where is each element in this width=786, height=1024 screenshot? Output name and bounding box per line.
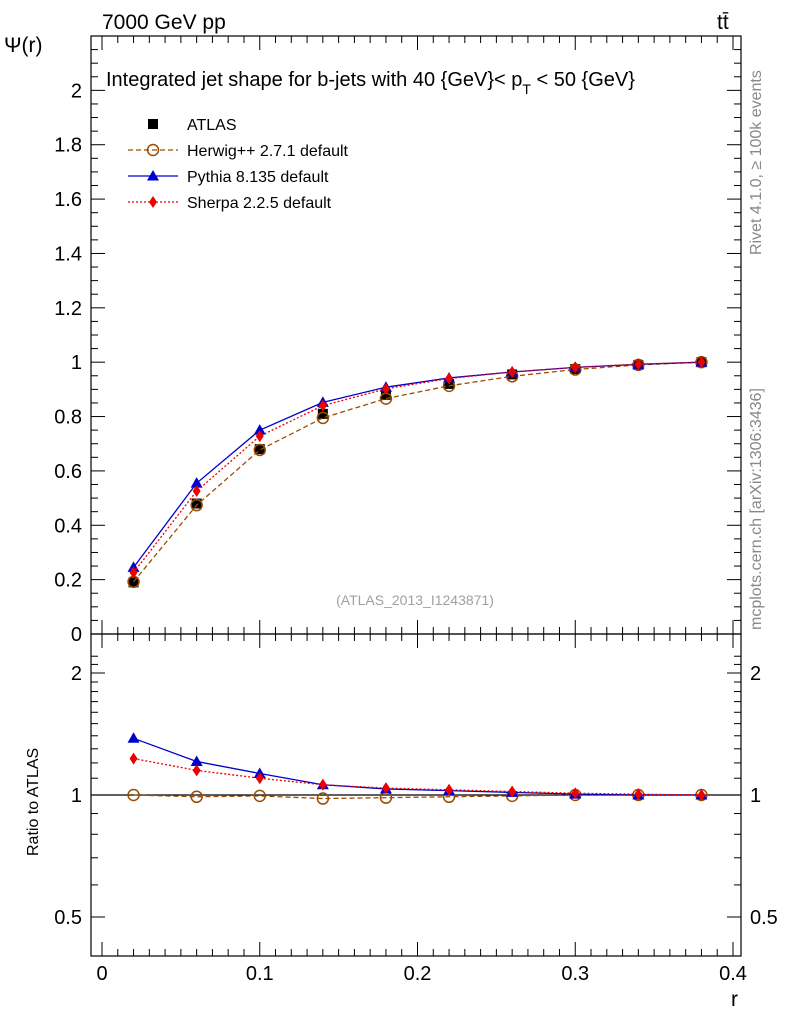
series-line-main bbox=[133, 361, 702, 573]
legend-label: Pythia 8.135 default bbox=[187, 169, 329, 186]
data-point bbox=[253, 424, 266, 435]
y-tick-label: 0.6 bbox=[54, 461, 82, 483]
x-tick-label: 0.1 bbox=[246, 963, 274, 985]
ratio-point bbox=[381, 782, 390, 795]
series-layer bbox=[127, 355, 708, 805]
data-point bbox=[316, 411, 330, 425]
legend-label: Sherpa 2.2.5 default bbox=[187, 195, 332, 212]
ratio-point bbox=[318, 778, 327, 791]
legend-label: Herwig++ 2.7.1 default bbox=[187, 143, 349, 160]
ratio-y-tick-label-right: 2 bbox=[750, 663, 761, 685]
ratio-point bbox=[192, 764, 201, 777]
legend-marker bbox=[148, 119, 158, 129]
x-tick-label: 0.3 bbox=[561, 963, 589, 985]
x-tick-label: 0 bbox=[96, 963, 107, 985]
ratio-point bbox=[571, 787, 580, 800]
y-tick-label: 1.6 bbox=[54, 189, 82, 211]
data-point bbox=[318, 399, 327, 412]
series-pythia bbox=[127, 356, 708, 800]
legend: ATLAS Herwig++ 2.7.1 default Pythia 8.135 … bbox=[128, 117, 349, 212]
series-herwig bbox=[127, 355, 708, 805]
data-point bbox=[190, 498, 203, 512]
chart-title-main: Integrated jet shape for b-jets with 40 … bbox=[106, 69, 522, 91]
series-line-main bbox=[133, 361, 702, 583]
y-tick-label: 1 bbox=[71, 352, 82, 374]
y-tick-label: 1.8 bbox=[54, 135, 82, 157]
x-tick-label: 0.4 bbox=[719, 963, 747, 985]
ratio-point bbox=[445, 783, 454, 796]
y-tick-label: 0.4 bbox=[54, 515, 82, 537]
y-tick-label: 0.8 bbox=[54, 407, 82, 429]
mcplots-label: mcplots.cern.ch [arXiv:1306:3436] bbox=[748, 388, 765, 630]
data-point bbox=[697, 356, 706, 369]
y-axis-title: Ψ(r) bbox=[4, 34, 43, 57]
data-point bbox=[634, 358, 643, 371]
legend-label: ATLAS bbox=[187, 117, 237, 134]
data-point bbox=[254, 444, 265, 455]
ratio-point bbox=[190, 790, 203, 804]
ratio-y-tick-label: 0.5 bbox=[54, 907, 82, 929]
ratio-y-tick-label-right: 1 bbox=[750, 785, 761, 807]
rivet-label: Rivet 4.1.0, ≥ 100k events bbox=[748, 70, 765, 255]
data-point bbox=[191, 498, 202, 509]
x-tick-label: 0.2 bbox=[404, 963, 432, 985]
data-point bbox=[129, 566, 138, 579]
y-tick-label: 2 bbox=[71, 80, 82, 102]
ratio-point bbox=[190, 755, 203, 766]
process-label: tt̄ bbox=[717, 11, 729, 34]
data-point bbox=[317, 408, 328, 419]
ratio-point bbox=[697, 789, 706, 801]
chart-title-subscript: T bbox=[522, 81, 531, 97]
data-point bbox=[445, 372, 454, 385]
ratio-point bbox=[316, 792, 330, 805]
series-line-ratio bbox=[133, 757, 702, 796]
series-sherpa bbox=[129, 356, 706, 801]
chart-title: Integrated jet shape for b-jets with 40 … bbox=[106, 69, 635, 97]
energy-label: 7000 GeV pp bbox=[102, 11, 226, 34]
chart-title-tail: < 50 {GeV} bbox=[531, 69, 635, 91]
ratio-point bbox=[255, 772, 264, 785]
data-point bbox=[255, 430, 264, 443]
ratio-point bbox=[253, 789, 266, 803]
data-point bbox=[508, 365, 517, 378]
ratio-point bbox=[129, 752, 138, 765]
y-tick-label: 0 bbox=[71, 624, 82, 646]
ratio-y-tick-label: 1 bbox=[71, 785, 82, 807]
y-tick-label: 0.2 bbox=[54, 570, 82, 592]
ratio-y-tick-label-right: 0.5 bbox=[750, 907, 778, 929]
data-point bbox=[128, 577, 139, 588]
ticks-layer: 0 0.1 0.2 0.3 0.4 0 0.2 0.4 0.6 0.8 1 1.2 1.4 1.6 1.8 2… bbox=[54, 35, 778, 985]
ratio-point bbox=[634, 788, 643, 801]
ratio-y-axis-title: Ratio to ATLAS bbox=[25, 748, 42, 856]
legend-marker bbox=[146, 143, 160, 157]
data-point bbox=[381, 382, 390, 395]
series-line-main bbox=[133, 361, 702, 568]
series-line-ratio bbox=[133, 737, 702, 796]
data-point bbox=[571, 361, 580, 374]
ratio-point bbox=[127, 732, 140, 743]
reference-label: (ATLAS_2013_I1243871) bbox=[336, 592, 494, 608]
data-point bbox=[192, 485, 201, 498]
ratio-point bbox=[127, 788, 140, 802]
x-axis-title: r bbox=[731, 988, 738, 1011]
y-tick-label: 1.2 bbox=[54, 298, 82, 320]
legend-marker bbox=[149, 196, 157, 208]
legend-marker bbox=[147, 170, 159, 181]
ratio-y-tick-label: 2 bbox=[71, 663, 82, 685]
ratio-point bbox=[508, 785, 517, 798]
data-point bbox=[253, 443, 266, 457]
y-tick-label: 1.4 bbox=[54, 243, 82, 265]
data-point bbox=[190, 477, 203, 488]
